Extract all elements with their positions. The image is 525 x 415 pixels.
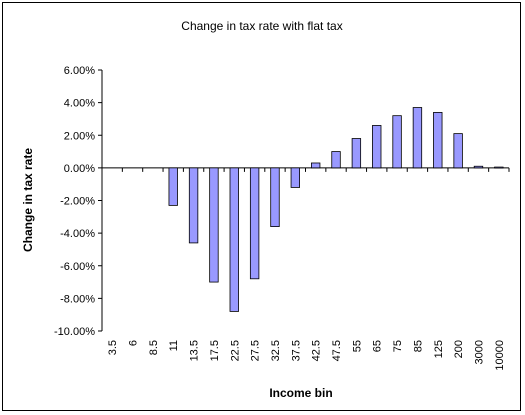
x-tick-label: 200 <box>453 340 465 358</box>
x-tick-label: 6 <box>128 340 140 346</box>
y-tick-label: -2.00% <box>60 196 95 208</box>
bar <box>433 112 443 169</box>
x-tick-label: 10000 <box>494 340 506 371</box>
y-tick-label: 2.00% <box>64 130 95 142</box>
y-tick-label: -10.00% <box>54 326 95 338</box>
y-tick-label: 0.00% <box>64 163 95 175</box>
x-tick-label: 32.5 <box>270 340 282 361</box>
axes <box>98 69 510 332</box>
x-tick-label: 8.5 <box>148 340 160 355</box>
bar <box>229 167 239 312</box>
bar <box>249 167 260 280</box>
y-tick-label: -4.00% <box>60 228 95 240</box>
x-tick-label: 13.5 <box>189 340 201 361</box>
x-tick-labels: 3.5 6 8.5 11 13.5 17.5 22.5 27.5 32.5 37.5 42.5 47.… <box>107 340 506 371</box>
bar <box>209 167 219 283</box>
bar <box>168 167 178 206</box>
y-axis-label: Change in tax rate <box>21 148 35 252</box>
x-tick-label: 125 <box>433 340 445 358</box>
bar <box>392 115 402 169</box>
bar <box>331 151 341 169</box>
x-tick-label: 3.5 <box>107 340 119 355</box>
bar <box>270 167 280 227</box>
x-tick-label: 55 <box>351 340 363 352</box>
x-tick-label: 3000 <box>473 340 485 364</box>
bar <box>372 125 382 169</box>
chart-frame <box>2 2 521 411</box>
bar <box>473 165 484 169</box>
x-tick-label: 27.5 <box>250 340 262 361</box>
bar <box>290 167 300 188</box>
x-tick-label: 65 <box>372 340 384 352</box>
bar <box>453 133 463 169</box>
y-tick-label: 6.00% <box>64 65 95 77</box>
bar <box>412 107 423 169</box>
x-tick-label: 75 <box>392 340 404 352</box>
bar <box>494 166 504 169</box>
y-tick-label: -8.00% <box>60 293 95 305</box>
x-tick-label: 22.5 <box>229 340 241 361</box>
x-tick-label: 47.5 <box>331 340 343 361</box>
bar <box>311 162 321 169</box>
chart-title: Change in tax rate with flat tax <box>181 19 342 33</box>
y-tick-label: -6.00% <box>60 261 95 273</box>
bar <box>351 138 362 169</box>
x-tick-label: 37.5 <box>290 340 302 361</box>
y-tick-label: 4.00% <box>64 98 95 110</box>
x-axis-label: Income bin <box>269 386 332 400</box>
bar <box>188 167 199 244</box>
y-tick-labels: 6.00% 4.00% 2.00% 0.00% -2.00% -4.00% -6.00% -8… <box>54 65 95 338</box>
x-tick-label: 85 <box>412 340 424 352</box>
bars <box>168 107 504 312</box>
x-tick-label: 11 <box>168 340 180 351</box>
x-tick-label: 42.5 <box>311 340 323 361</box>
x-tick-label: 17.5 <box>209 340 221 361</box>
